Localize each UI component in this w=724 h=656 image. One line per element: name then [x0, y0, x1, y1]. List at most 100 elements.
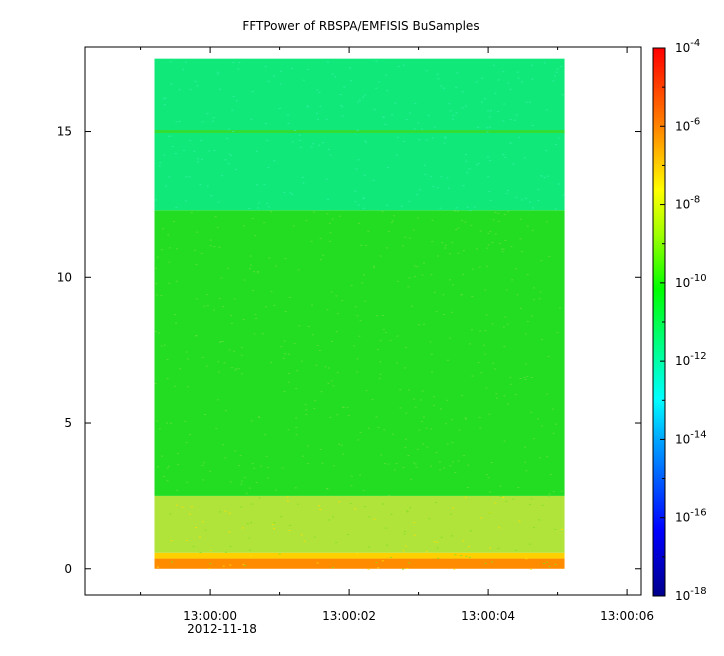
- spectrogram-speckle: [317, 118, 320, 120]
- spectrogram-image: [154, 58, 565, 570]
- spectrogram-speckle: [287, 114, 290, 116]
- spectrogram-speckle: [518, 136, 521, 138]
- spectrogram-speckle: [418, 429, 421, 431]
- spectrogram-speckle: [312, 211, 315, 213]
- spectrogram-speckle: [473, 206, 476, 208]
- spectrogram-speckle: [339, 215, 342, 217]
- spectrogram-speckle: [234, 450, 237, 452]
- spectrogram-speckle: [284, 353, 287, 355]
- chart-title: FFTPower of RBSPA/EMFISIS BuSamples: [242, 19, 479, 33]
- spectrogram-speckle: [452, 114, 455, 116]
- spectrogram-speckle: [484, 289, 487, 291]
- spectrogram-speckle: [230, 322, 233, 324]
- spectrogram-speckle: [200, 252, 203, 254]
- spectrogram-speckle: [316, 89, 319, 91]
- spectrogram-speckle: [492, 362, 495, 364]
- spectrogram-speckle: [328, 519, 331, 521]
- spectrogram-speckle: [455, 207, 458, 209]
- spectrogram-speckle: [533, 299, 536, 301]
- spectrogram-speckle: [213, 246, 216, 248]
- spectrogram-speckle: [499, 496, 502, 498]
- spectrogram-speckle: [362, 198, 365, 200]
- spectrogram-speckle: [427, 114, 430, 116]
- spectrogram-speckle: [452, 507, 455, 509]
- spectrogram-speckle: [509, 383, 512, 385]
- spectrogram-speckle: [464, 221, 467, 223]
- spectrogram-speckle: [464, 153, 467, 155]
- spectrogram-speckle: [384, 331, 387, 333]
- spectrogram-speckle: [420, 421, 423, 423]
- spectrogram-speckle: [186, 358, 189, 360]
- spectrogram-speckle: [404, 446, 407, 448]
- spectrogram-speckle: [446, 359, 449, 361]
- spectrogram-speckle: [364, 140, 367, 142]
- spectrogram-speckle: [163, 154, 166, 156]
- spectrogram-speckle: [484, 353, 487, 355]
- spectrogram-speckle: [217, 73, 220, 75]
- spectrogram-speckle: [546, 393, 549, 395]
- spectrogram-speckle: [160, 345, 163, 347]
- spectrogram-speckle: [251, 91, 254, 93]
- spectrogram-speckle: [234, 369, 237, 371]
- spectrogram-speckle: [154, 331, 157, 333]
- spectrogram-speckle: [326, 213, 329, 215]
- spectrogram-speckle: [404, 545, 407, 547]
- spectrogram-speckle: [300, 534, 303, 536]
- spectrogram-speckle: [195, 263, 198, 265]
- spectrogram-speckle: [201, 356, 204, 358]
- spectrogram-speckle: [218, 88, 221, 90]
- spectrogram-speckle: [354, 508, 357, 510]
- spectrogram-speckle: [318, 144, 321, 146]
- spectrogram-speckle: [494, 233, 497, 235]
- spectrogram-speckle: [462, 540, 465, 542]
- spectrogram-speckle: [561, 529, 564, 531]
- spectrogram-speckle: [408, 389, 411, 391]
- spectrogram-speckle: [206, 185, 209, 187]
- spectrogram-speckle: [429, 341, 432, 343]
- spectrogram-speckle: [462, 273, 465, 275]
- spectrogram-speckle: [497, 220, 500, 222]
- spectrogram-speckle: [157, 566, 160, 568]
- spectrogram-speckle: [421, 443, 424, 445]
- spectrogram-speckle: [488, 512, 491, 514]
- spectrogram-speckle: [465, 105, 468, 107]
- spectrogram-speckle: [375, 562, 378, 564]
- spectrogram-speckle: [166, 378, 169, 380]
- spectrogram-speckle: [258, 417, 261, 419]
- spectrogram-speckle: [528, 101, 531, 103]
- spectrogram-speckle: [406, 511, 409, 513]
- spectrogram-speckle: [296, 370, 299, 372]
- spectrogram-speckle: [390, 556, 393, 558]
- spectrogram-speckle: [516, 294, 519, 296]
- spectrogram-speckle: [357, 222, 360, 224]
- spectrogram-speckle: [439, 408, 442, 410]
- spectrogram-speckle: [324, 366, 327, 368]
- spectrogram-speckle: [487, 244, 490, 246]
- spectrogram-speckle: [228, 349, 231, 351]
- spectrogram-speckle: [365, 141, 368, 143]
- spectrogram-speckle: [354, 306, 357, 308]
- spectrogram-speckle: [168, 247, 171, 249]
- spectrogram-speckle: [363, 174, 366, 176]
- spectrogram-speckle: [448, 337, 451, 339]
- spectrogram-speckle: [519, 238, 522, 240]
- spectrogram-speckle: [547, 355, 550, 357]
- spectrogram-speckle: [520, 250, 523, 252]
- spectrogram-speckle: [330, 340, 333, 342]
- spectrogram-speckle: [466, 487, 469, 489]
- spectrogram-speckle: [504, 316, 507, 318]
- spectrogram-speckle: [316, 562, 319, 564]
- spectrogram-speckle: [266, 466, 269, 468]
- spectrogram-speckle: [386, 90, 389, 92]
- spectrogram-speckle: [403, 530, 406, 532]
- spectrogram-speckle: [363, 506, 366, 508]
- spectrogram-speckle: [486, 131, 489, 133]
- spectrogram-speckle: [256, 184, 259, 186]
- spectrogram-speckle: [278, 553, 281, 555]
- spectrogram-speckle: [182, 149, 185, 151]
- spectrogram-speckle: [273, 304, 276, 306]
- spectrogram-speckle: [161, 249, 164, 251]
- spectrogram-speckle: [502, 326, 505, 328]
- spectrogram-speckle: [378, 377, 381, 379]
- spectrogram-speckle: [495, 393, 498, 395]
